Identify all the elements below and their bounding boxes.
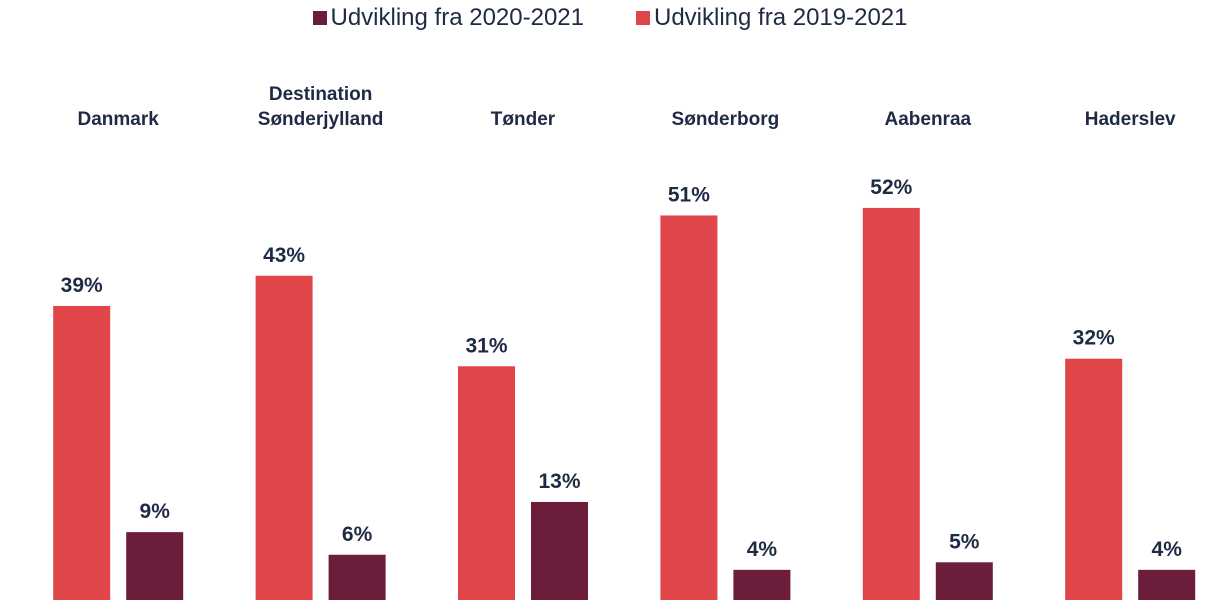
value-label: 32% <box>1073 327 1115 350</box>
bar <box>458 366 515 600</box>
category-label: Tønder <box>490 109 556 130</box>
legend-swatch <box>636 11 650 25</box>
bar <box>126 532 184 600</box>
bar <box>660 215 718 600</box>
legend-label: Udvikling fra 2020-2021 <box>330 4 585 31</box>
value-label: 43% <box>263 244 305 267</box>
value-label: 4% <box>1152 538 1183 561</box>
bar <box>255 275 313 600</box>
value-label: 52% <box>870 176 912 199</box>
bar <box>328 554 386 600</box>
bar <box>531 501 588 600</box>
legend: Udvikling fra 2020-2021 Udvikling fra 201… <box>0 4 1220 32</box>
bar <box>862 207 920 600</box>
value-label: 51% <box>668 183 710 206</box>
category-label: Danmark <box>77 109 159 130</box>
value-label: 4% <box>747 538 778 561</box>
category-label: Destination Sønderjylland <box>257 84 384 130</box>
value-label: 13% <box>538 470 580 493</box>
category-label: Aabenraa <box>884 109 972 130</box>
bar <box>1138 569 1196 600</box>
legend-label: Udvikling fra 2019-2021 <box>654 4 908 31</box>
bar <box>53 305 111 600</box>
value-label: 5% <box>949 530 980 553</box>
bar <box>935 562 993 600</box>
category-label: Haderslev <box>1084 109 1176 130</box>
legend-swatch <box>312 11 327 25</box>
legend-item: Udvikling fra 2020-2021 <box>312 4 585 32</box>
value-label: 31% <box>465 334 507 357</box>
value-label: 9% <box>140 500 171 523</box>
legend-item: Udvikling fra 2019-2021 <box>636 4 908 32</box>
value-label: 39% <box>61 274 103 297</box>
bar <box>733 569 791 600</box>
value-label: 6% <box>342 523 373 546</box>
category-label: Sønderborg <box>671 109 780 130</box>
bar <box>1065 358 1123 600</box>
